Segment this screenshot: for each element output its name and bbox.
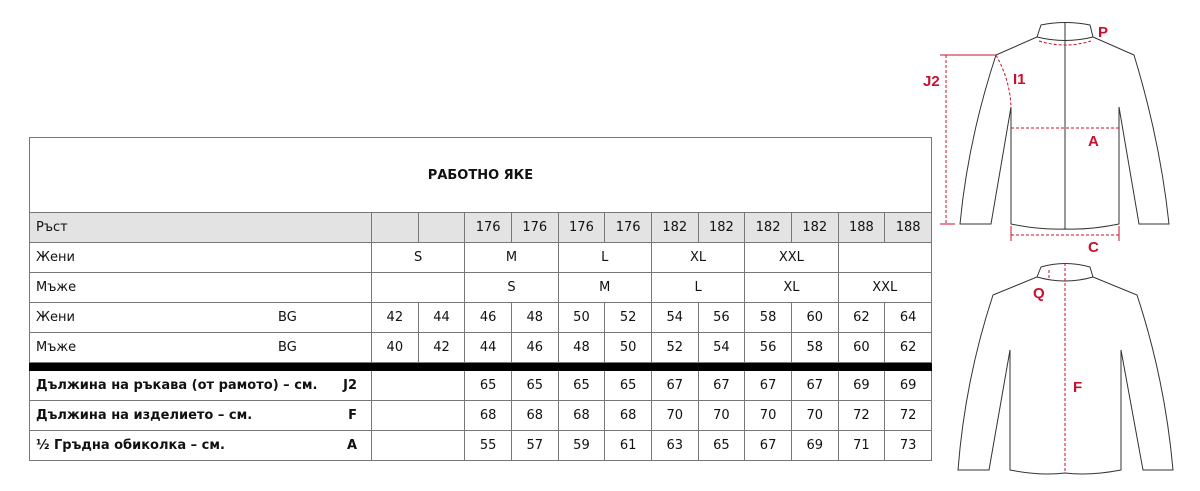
cell: 69 [837, 370, 886, 401]
cell: 64 [884, 302, 932, 333]
cell: 58 [744, 302, 792, 333]
women-size-row: Жени S M L XL XXL [29, 242, 933, 273]
title-row: РАБОТНО ЯКЕ [29, 137, 932, 213]
row-label: Мъже BG [29, 332, 372, 363]
measurement-row: Дължина на изделието – см. F 68 68 68 68 70 70 7… [29, 400, 932, 431]
cell: 52 [604, 302, 652, 333]
measurement-code: J2 [343, 378, 357, 393]
height-row: Ръст 176 176 176 176 182 182 182 182 188 188 [29, 212, 932, 243]
label-f: F [1073, 379, 1082, 396]
label-p: P [1098, 24, 1108, 41]
cell: 62 [884, 332, 932, 363]
cell: 70 [744, 400, 792, 431]
row-label: Мъже [29, 272, 372, 303]
cell: 188 [884, 212, 932, 243]
cell: 65 [510, 370, 559, 401]
label-c: C [1088, 239, 1099, 256]
measurement-code: A [346, 438, 357, 453]
cell: 176 [604, 212, 652, 243]
cell: 60 [790, 302, 839, 333]
row-label-text: Дължина на изделието – см. [36, 408, 253, 423]
measurement-row: ½ Гръдна обиколка – см. A 55 57 59 61 63 65 67 69… [29, 430, 932, 461]
measurement-code: F [348, 408, 357, 423]
row-label: Дължина на изделието – см. F [29, 400, 372, 431]
jacket-front-outline [959, 22, 1170, 230]
cell: 63 [650, 430, 699, 461]
cell: 44 [417, 302, 466, 333]
cell: 67 [650, 370, 699, 401]
cell: 68 [557, 400, 606, 431]
label-i1: I1 [1013, 71, 1026, 88]
cell [370, 400, 466, 431]
row-code: BG [278, 310, 297, 325]
label-j2: J2 [923, 73, 940, 90]
cell: 50 [557, 302, 606, 333]
cell: 67 [744, 430, 792, 461]
cell: 188 [837, 212, 886, 243]
cell: 70 [697, 400, 746, 431]
cell: 65 [604, 370, 652, 401]
cell: 42 [371, 302, 419, 333]
row-code: BG [278, 340, 297, 355]
row-label: Дължина на ръкава (от рамото) – см. J2 [29, 370, 372, 401]
cell: 65 [557, 370, 606, 401]
cell: 54 [650, 302, 699, 333]
size-chart-table: РАБОТНО ЯКЕ Ръст 176 176 176 176 182 182 182 182 1… [29, 137, 933, 461]
row-label: Жени BG [29, 302, 372, 333]
row-label: Жени [29, 242, 372, 273]
cell: 60 [837, 332, 886, 363]
cell: 182 [697, 212, 746, 243]
cell: XL [744, 272, 839, 303]
cell: 55 [464, 430, 512, 461]
label-q: Q [1033, 285, 1045, 302]
cell: 67 [790, 370, 839, 401]
men-size-row: Мъже S M L XL XXL [29, 272, 933, 303]
cell: 59 [557, 430, 606, 461]
cell: S [464, 272, 559, 303]
cell: XXL [744, 242, 839, 273]
women-bg-row: Жени BG 42 44 46 48 50 52 54 56 58 60 62 64 [29, 302, 932, 333]
cell: 56 [697, 302, 746, 333]
cell: 182 [790, 212, 839, 243]
cell: 176 [557, 212, 606, 243]
row-label-text: Дължина на ръкава (от рамото) – см. [36, 378, 318, 393]
front-measure-ticks [940, 54, 1120, 241]
cell: M [464, 242, 559, 273]
cell: 68 [510, 400, 559, 431]
label-a: A [1088, 133, 1099, 150]
cell: 61 [604, 430, 652, 461]
cell: 46 [464, 302, 512, 333]
cell: M [557, 272, 652, 303]
row-label: Ръст [29, 212, 372, 243]
cell: 58 [790, 332, 839, 363]
cell: 65 [697, 430, 746, 461]
cell [370, 272, 466, 303]
cell: XXL [837, 272, 933, 303]
cell: 56 [744, 332, 792, 363]
cell: 44 [464, 332, 512, 363]
cell: 182 [650, 212, 699, 243]
cell: 67 [697, 370, 746, 401]
cell: 57 [510, 430, 559, 461]
cell [370, 430, 466, 461]
table-title: РАБОТНО ЯКЕ [29, 137, 932, 213]
cell: 42 [417, 332, 466, 363]
cell: 176 [510, 212, 559, 243]
cell: 69 [790, 430, 839, 461]
measurement-row: Дължина на ръкава (от рамото) – см. J2 65 6… [29, 370, 932, 401]
cell: 46 [510, 332, 559, 363]
front-measure-lines [945, 40, 1119, 236]
row-label: ½ Гръдна обиколка – см. A [29, 430, 372, 461]
cell: 70 [790, 400, 839, 431]
cell [371, 212, 419, 243]
cell: 73 [884, 430, 932, 461]
cell: L [557, 242, 652, 273]
row-label-text: Жени [36, 310, 75, 325]
cell: 48 [510, 302, 559, 333]
row-label-text: Мъже [36, 340, 77, 355]
back-measure-lines [1048, 263, 1066, 473]
row-label-text: ½ Гръдна обиколка – см. [36, 438, 225, 453]
